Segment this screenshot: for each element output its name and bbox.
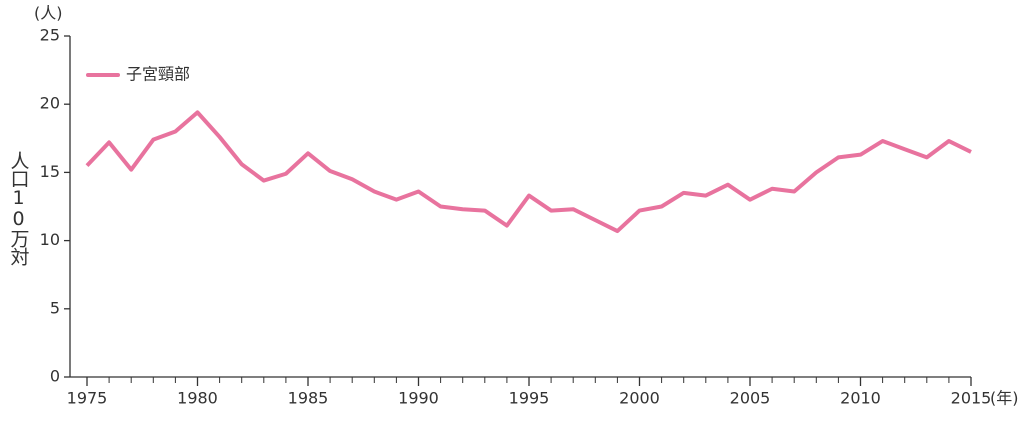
y-tick-label: 15 — [40, 162, 60, 181]
x-tick-label: 1975 — [67, 389, 108, 408]
y-axis-label: 人口10万対 — [8, 151, 30, 266]
y-unit: (人) — [34, 4, 63, 23]
x-tick-label: 1985 — [288, 389, 329, 408]
x-tick-label: 1990 — [398, 389, 439, 408]
x-tick-label: 2005 — [730, 389, 771, 408]
x-unit: (年) — [990, 389, 1019, 408]
x-tick-label: 2010 — [840, 389, 881, 408]
x-tick-label: 1995 — [509, 389, 550, 408]
series-line — [85, 110, 972, 234]
y-tick-label: 20 — [40, 94, 60, 113]
x-tick-label: 2015 — [951, 389, 992, 408]
y-tick-label: 10 — [40, 230, 60, 249]
y-tick-label: 0 — [50, 367, 60, 386]
y-tick-label: 25 — [40, 26, 60, 45]
legend-label: 子宮頸部 — [126, 65, 190, 84]
x-tick-label: 1980 — [177, 389, 218, 408]
y-tick-label: 5 — [50, 298, 60, 317]
x-tick-label: 2000 — [619, 389, 660, 408]
